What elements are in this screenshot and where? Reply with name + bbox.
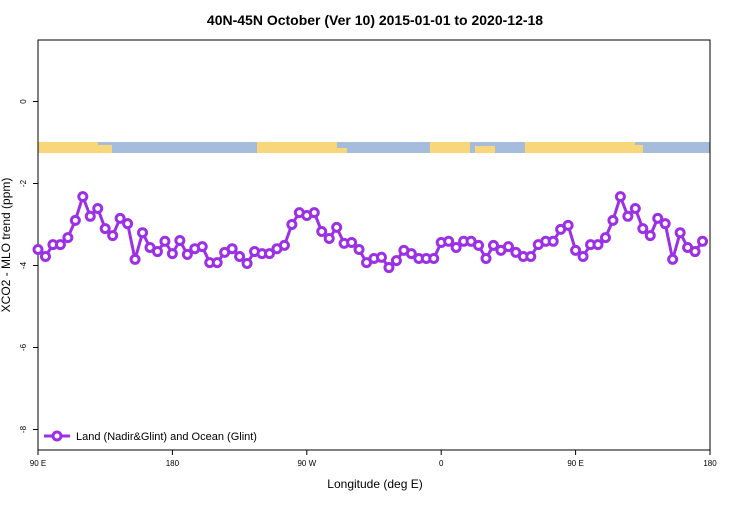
data-point (159, 235, 171, 247)
chart-title: 40N-45N October (Ver 10) 2015-01-01 to 2… (207, 12, 543, 28)
data-point (644, 230, 656, 242)
data-point (84, 210, 96, 222)
data-point (92, 203, 104, 215)
data-point (114, 212, 126, 224)
data-point (674, 227, 686, 239)
data-point (652, 212, 664, 224)
legend: Land (Nadir&Glint) and Ocean (Glint) (44, 430, 257, 443)
data-point (697, 235, 709, 247)
data-point (166, 248, 178, 260)
data-point (316, 225, 328, 237)
data-point (62, 232, 74, 244)
data-point (151, 246, 163, 258)
data-point (39, 250, 51, 262)
data-point (614, 191, 626, 203)
data-point (383, 262, 395, 274)
data-point (234, 250, 246, 262)
x-tick-label: 180 (703, 459, 717, 468)
x-tick-label: 90 E (567, 459, 583, 468)
data-point (69, 214, 81, 226)
data-point (263, 248, 275, 260)
legend-marker (51, 430, 63, 442)
data-point (286, 219, 298, 230)
y-tick-label: -6 (19, 343, 28, 351)
data-point (346, 237, 358, 249)
data-point (659, 218, 671, 230)
x-tick-label: 90 E (30, 459, 46, 468)
data-point (353, 244, 365, 256)
y-tick-label: -2 (19, 179, 28, 187)
data-point (667, 253, 679, 265)
data-point (607, 214, 619, 226)
land-ocean-strip (38, 142, 710, 153)
data-point (211, 257, 223, 269)
data-point (196, 241, 208, 253)
data-point (54, 239, 66, 251)
data-point (547, 235, 559, 247)
data-point (278, 239, 290, 251)
y-tick-label: -8 (19, 425, 28, 433)
data-point (562, 219, 574, 231)
data-point (502, 241, 514, 253)
data-point (99, 223, 111, 235)
data-point (473, 239, 485, 251)
data-point (174, 234, 186, 246)
data-point (570, 244, 582, 256)
data-point (599, 232, 611, 244)
data-point (592, 239, 604, 251)
legend-label: Land (Nadir&Glint) and Ocean (Glint) (76, 431, 257, 443)
data-point (622, 210, 634, 222)
data-point (331, 221, 343, 233)
x-tick-label: 90 W (297, 459, 316, 468)
data-point (450, 241, 462, 253)
data-point (323, 232, 335, 244)
data-point (107, 230, 119, 242)
data-point (443, 235, 455, 247)
data-point (226, 243, 238, 255)
y-tick-label: -4 (19, 261, 28, 269)
data-point (181, 248, 193, 260)
data-point (689, 246, 701, 258)
y-axis-label: XCO2 - MLO trend (ppm) (0, 178, 13, 313)
data-point (525, 250, 537, 262)
data-point (405, 248, 417, 260)
y-tick-label: 0 (19, 99, 28, 104)
x-axis-label: Longitude (deg E) (327, 477, 422, 491)
data-point (577, 250, 589, 262)
data-point (375, 251, 387, 263)
data-point (32, 244, 44, 256)
data-point (77, 191, 89, 203)
data-point (480, 253, 492, 265)
x-tick-label: 180 (166, 459, 180, 468)
data-point (390, 255, 402, 267)
data-point (137, 227, 149, 239)
data-point (129, 253, 141, 265)
data-point (487, 239, 499, 251)
data-point (122, 218, 134, 230)
x-tick-label: 0 (439, 459, 444, 468)
data-point (629, 203, 641, 215)
data-point (241, 257, 253, 269)
data-point (428, 253, 440, 265)
data-point (637, 223, 649, 235)
data-point (308, 207, 320, 219)
